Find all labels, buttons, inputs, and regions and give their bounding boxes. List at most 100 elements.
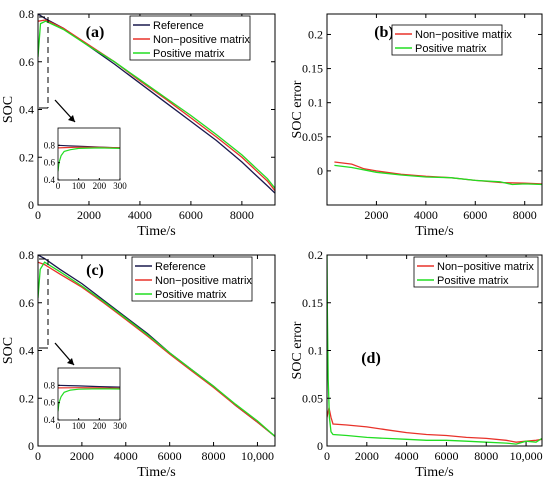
x-axis-label: Time/s — [137, 224, 175, 239]
inset-x-tick-label: 0 — [56, 181, 61, 191]
panel-a: 0 2000 4000 6000 800000.20.40.60.8Time/sSOC(… — [1, 7, 276, 239]
legend-label: Positive matrix — [155, 289, 227, 301]
legend: Non−positive matrix Positive matrix — [391, 24, 512, 56]
inset-series-line — [58, 388, 120, 412]
series-line — [334, 161, 542, 185]
panel-label: (b) — [374, 24, 394, 41]
x-tick-label: 8000 — [230, 208, 254, 222]
inset-bg — [58, 128, 120, 180]
inset-x-tick-label: 100 — [72, 421, 86, 431]
inset-x-tick-label: 0 — [56, 421, 61, 431]
legend: Reference Non−positive matrix Positive mat… — [129, 15, 251, 61]
x-tick-label: 4000 — [114, 449, 138, 463]
legend-label: Non−positive matrix — [155, 275, 252, 287]
legend-box — [413, 256, 539, 288]
y-axis-label: SOC — [1, 337, 16, 364]
x-tick-label: 2000 — [364, 208, 388, 222]
y-tick-label: 0.15 — [302, 296, 323, 310]
y-axis-label: SOC error — [290, 321, 305, 379]
inset-x-tick-label: 300 — [113, 421, 127, 431]
x-tick-label: 8000 — [202, 449, 226, 463]
series-line — [38, 19, 275, 192]
plot-frame — [326, 13, 543, 206]
y-tick-label: 0.2 — [308, 248, 323, 262]
y-tick-label: 0.1 — [308, 96, 323, 110]
inset-frame — [57, 367, 121, 421]
x-tick-label: 0 — [35, 449, 41, 463]
y-tick-label: 0.2 — [308, 27, 323, 41]
y-tick-label: 0 — [28, 198, 34, 212]
inset-y-tick-label: 0.8 — [44, 380, 56, 390]
panel-b: 2000 4000 6000 8000 0 0.05 0.1 0.15 0.2 Time/s SOC… — [290, 13, 543, 239]
legend-label: Positive matrix — [153, 48, 225, 60]
x-tick-label: 8000 — [513, 208, 537, 222]
y-tick-label: 0.15 — [302, 62, 323, 76]
series-line — [327, 407, 542, 443]
x-tick-label: 10,000 — [241, 449, 274, 463]
x-axis-label: Time/s — [415, 465, 453, 480]
x-tick-label: 10,000 — [510, 449, 543, 463]
x-tick-label: 4000 — [414, 208, 438, 222]
y-tick-label: 0.05 — [302, 130, 323, 144]
x-tick-label: 2000 — [355, 449, 379, 463]
y-tick-label: 0 — [317, 439, 323, 453]
x-tick-label: 6000 — [434, 449, 458, 463]
y-axis-label: SOC — [1, 96, 16, 123]
y-tick-label: 0.8 — [19, 248, 34, 262]
y-tick-label: 0.6 — [19, 55, 34, 69]
y-tick-label: 0 — [28, 439, 34, 453]
series-group — [38, 14, 275, 194]
inset-x-tick-label: 100 — [72, 181, 86, 191]
series-line — [334, 164, 542, 186]
panel-d: 0 2000 4000 6000 8000 10,000 0 0.05 0.1 0.15 0.2 Ti… — [290, 248, 543, 480]
y-tick-label: 0.2 — [19, 391, 34, 405]
series-line — [327, 255, 542, 445]
panel-label: (d) — [361, 350, 381, 367]
legend-label: Reference — [153, 20, 204, 32]
x-axis-label: Time/s — [415, 224, 453, 239]
panel-label: (c) — [86, 262, 104, 279]
zoom-arrow-head — [68, 115, 75, 122]
series-line — [38, 20, 275, 189]
inset-frame — [57, 127, 121, 181]
x-tick-label: 0 — [324, 449, 330, 463]
inset: 0 100 200 300 0.4 0.6 0.8 — [44, 367, 127, 431]
series-group — [327, 255, 542, 445]
legend-label: Non−positive matrix — [437, 261, 534, 273]
series-group — [334, 161, 542, 186]
legend: Reference Non−positive matrix Positive mat… — [131, 256, 253, 302]
legend-label: Reference — [155, 261, 206, 273]
inset-y-tick-label: 0.4 — [44, 415, 56, 425]
y-tick-label: 0.4 — [19, 344, 34, 358]
inset-x-tick-label: 200 — [93, 181, 107, 191]
inset-bg — [58, 368, 120, 420]
x-tick-label: 6000 — [463, 208, 487, 222]
x-tick-label: 0 — [35, 208, 41, 222]
panel-label: (a) — [86, 24, 105, 41]
series-line — [38, 261, 275, 437]
x-axis-label: Time/s — [137, 465, 175, 480]
y-axis-label: SOC error — [290, 80, 305, 138]
y-tick-label: 0.4 — [19, 103, 34, 117]
legend-label: Non−positive matrix — [153, 34, 250, 46]
y-tick-label: 0.6 — [19, 296, 34, 310]
inset-x-tick-label: 300 — [113, 181, 127, 191]
x-tick-label: 6000 — [179, 208, 203, 222]
legend: Non−positive matrix Positive matrix — [413, 256, 539, 288]
series-group — [38, 255, 275, 437]
zoom-arrow-head — [67, 358, 74, 365]
y-tick-label: 0.8 — [19, 7, 34, 21]
legend-label: Positive matrix — [437, 275, 509, 287]
inset-series — [58, 144, 120, 172]
inset-y-tick-label: 0.8 — [44, 140, 56, 150]
inset-series-line — [58, 384, 120, 388]
legend-label: Non−positive matrix — [415, 29, 512, 41]
x-tick-label: 2000 — [70, 449, 94, 463]
inset-x-tick-label: 200 — [93, 421, 107, 431]
inset-series — [58, 384, 120, 412]
x-tick-label: 2000 — [77, 208, 101, 222]
inset: 0 100 200 300 0.4 0.6 0.8 — [44, 127, 127, 191]
x-tick-label: 6000 — [158, 449, 182, 463]
legend-box — [391, 24, 503, 56]
